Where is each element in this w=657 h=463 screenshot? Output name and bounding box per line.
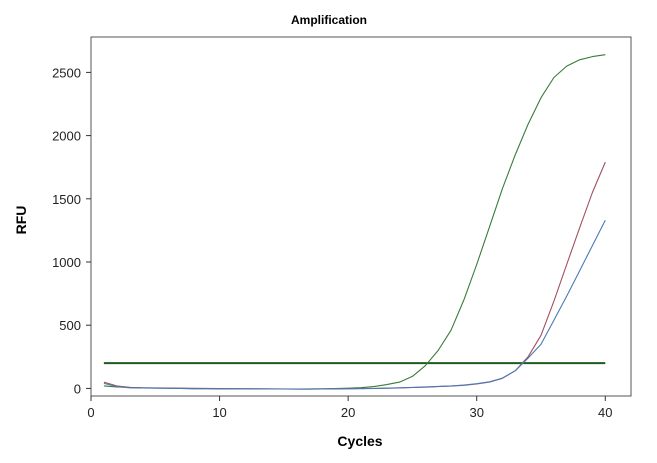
- x-tick-label: 0: [87, 405, 94, 420]
- x-tick-label: 10: [212, 405, 226, 420]
- x-tick-label: 30: [469, 405, 483, 420]
- series-line-red: [103, 161, 606, 390]
- y-tick-label: 0: [74, 381, 81, 396]
- axes: 0 10 20 30 40 0 500 1000 1500 2000 2500: [52, 36, 632, 420]
- y-tick-label: 2000: [52, 129, 81, 144]
- x-tick-label: 40: [598, 405, 612, 420]
- chart-title: Amplification: [291, 13, 367, 27]
- plot-frame: [90, 36, 632, 397]
- y-tick-label: 2500: [52, 65, 81, 80]
- series-line-green: [103, 54, 606, 390]
- plot-area: [103, 54, 606, 390]
- y-tick-label: 500: [59, 318, 81, 333]
- x-axis-label: Cycles: [337, 433, 382, 449]
- series-line-blue: [103, 220, 606, 390]
- y-axis-label: RFU: [13, 206, 29, 235]
- y-tick-label: 1000: [52, 255, 81, 270]
- x-tick-label: 20: [341, 405, 355, 420]
- y-tick-label: 1500: [52, 192, 81, 207]
